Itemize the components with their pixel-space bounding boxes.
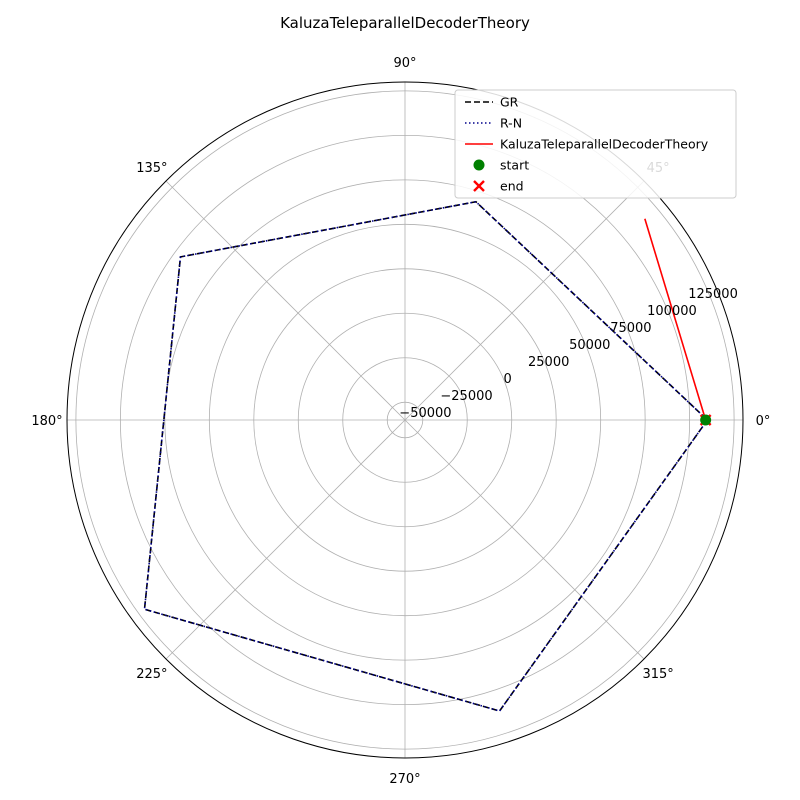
legend-label: end: [500, 179, 524, 194]
r-tick-label: 25000: [528, 355, 569, 370]
theta-gridline: [404, 180, 645, 421]
r-tick-label: −50000: [399, 406, 451, 421]
legend-label: KaluzaTeleparallelDecoderTheory: [500, 137, 709, 152]
legend-swatch: [473, 159, 485, 171]
legend-entry: end: [473, 179, 524, 194]
marker-layer: [699, 414, 712, 426]
legend-label: start: [500, 158, 529, 173]
r-tick-label: 75000: [610, 321, 651, 336]
r-tick-label: −25000: [440, 389, 492, 404]
theta-tick-label: 135°: [136, 161, 167, 176]
theta-gridline: [165, 419, 406, 660]
grid-layer: [66, 81, 744, 759]
legend-box: [454, 89, 737, 199]
theta-gridline: [165, 180, 406, 421]
theta-tick-label: 0°: [756, 414, 771, 429]
theta-tick-label: 225°: [136, 667, 167, 682]
series-line-r-n: [143, 200, 709, 712]
legend-entry: GR: [465, 95, 519, 110]
chart-title: KaluzaTeleparallelDecoderTheory: [280, 14, 530, 32]
legend-label: GR: [500, 95, 519, 110]
legend: GR R-N KaluzaTeleparallelDecoderTheory star…: [454, 89, 737, 199]
series-line-kaluzateleparalleldecodertheory: [644, 218, 707, 421]
marker-start: [700, 414, 712, 426]
theta-gridline: [404, 419, 645, 660]
series-layer: [143, 200, 709, 712]
r-tick-label: 50000: [569, 338, 610, 353]
theta-tick-label: 90°: [393, 56, 416, 71]
legend-swatch: [473, 180, 485, 192]
polar-frame: [66, 81, 744, 759]
legend-entry: R-N: [465, 116, 522, 131]
legend-entry: KaluzaTeleparallelDecoderTheory: [465, 137, 709, 152]
r-tick-label: 125000: [688, 287, 738, 302]
r-tick-label: 0: [503, 372, 511, 387]
series-line-gr: [143, 200, 709, 712]
theta-tick-label: 315°: [642, 667, 673, 682]
legend-entry: start: [473, 158, 529, 173]
legend-label: R-N: [500, 116, 522, 131]
label-layer: 0°45°90°135°180°225°270°315°−50000−25000…: [31, 56, 770, 787]
r-tick-label: 100000: [647, 304, 697, 319]
theta-tick-label: 270°: [389, 772, 420, 787]
theta-tick-label: 180°: [31, 414, 62, 429]
